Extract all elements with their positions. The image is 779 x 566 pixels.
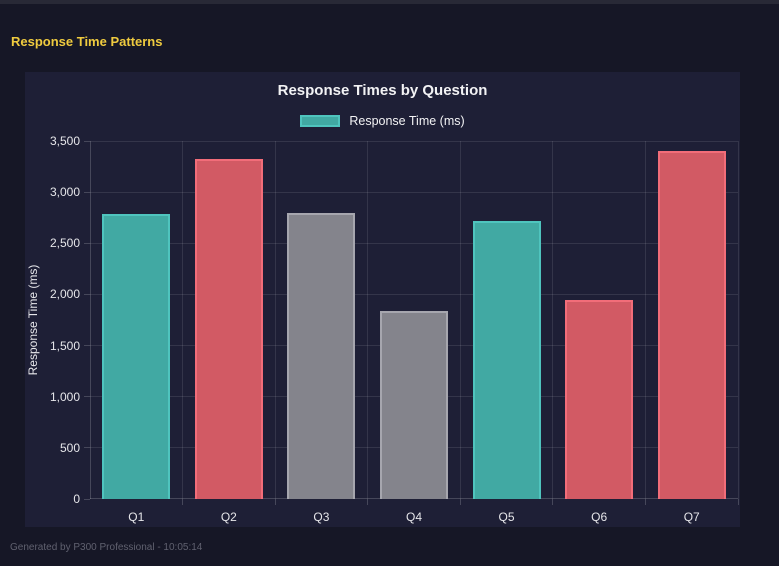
x-tick-mark <box>552 499 554 505</box>
bar-q3[interactable] <box>287 212 356 499</box>
x-tick-label-q6: Q6 <box>591 510 608 524</box>
x-tick-mark <box>367 499 369 505</box>
bar-q2[interactable] <box>194 159 263 499</box>
x-tick-mark <box>459 499 461 505</box>
bar-q5[interactable] <box>472 220 541 499</box>
footer-text: Generated by P300 Professional - 10:05:1… <box>10 542 203 553</box>
y-tick-label: 2,000 <box>49 287 80 302</box>
x-tick-label-q4: Q4 <box>405 510 422 524</box>
bar-q1[interactable] <box>102 213 171 499</box>
bar-q6[interactable] <box>565 299 634 499</box>
x-tick-mark <box>644 499 646 505</box>
gridline-horizontal <box>90 293 738 295</box>
y-tick-label: 1,000 <box>49 389 80 404</box>
y-tick-mark <box>84 498 90 500</box>
gridline-horizontal <box>90 242 738 244</box>
y-axis-title: Response Time (ms) <box>26 264 40 376</box>
y-tick-label: 1,500 <box>49 338 80 353</box>
chart-panel: Response Times by Question Response Time… <box>25 72 740 527</box>
gridline-vertical <box>182 141 184 499</box>
y-tick-mark <box>84 242 90 244</box>
y-tick-label: 3,000 <box>49 185 80 200</box>
x-tick-label-q3: Q3 <box>313 510 330 524</box>
x-tick-label-q1: Q1 <box>128 510 145 524</box>
bar-q4[interactable] <box>380 310 448 499</box>
y-axis-line <box>90 141 91 499</box>
y-tick-mark <box>84 293 90 295</box>
page-title: Response Time Patterns <box>11 34 163 49</box>
x-tick-label-q5: Q5 <box>498 510 515 524</box>
y-tick-mark <box>84 191 90 193</box>
x-tick-label-q2: Q2 <box>220 510 237 524</box>
y-tick-mark <box>84 396 90 398</box>
gridline-vertical <box>644 141 646 499</box>
gridline-vertical <box>274 141 276 499</box>
y-tick-mark <box>84 447 90 449</box>
plot-area <box>90 140 739 499</box>
legend-label: Response Time (ms) <box>349 114 465 128</box>
x-tick-mark <box>182 499 184 505</box>
y-tick-label: 3,500 <box>49 134 80 148</box>
legend-swatch-icon <box>300 115 341 127</box>
top-strip <box>0 0 779 4</box>
gridline-horizontal <box>90 140 738 142</box>
y-tick-mark <box>84 140 90 142</box>
y-tick-label: 500 <box>59 440 80 455</box>
bar-q7[interactable] <box>657 151 726 499</box>
gridline-vertical <box>367 141 369 499</box>
legend-item-response-time[interactable]: Response Time (ms) <box>25 114 740 128</box>
y-tick-label: 2,500 <box>49 236 80 251</box>
gridline-vertical <box>459 141 461 499</box>
y-tick-mark <box>84 345 90 347</box>
y-tick-label: 0 <box>73 492 80 506</box>
gridline-vertical <box>552 141 554 499</box>
chart-title: Response Times by Question <box>277 82 488 99</box>
gridline-horizontal <box>90 191 738 193</box>
x-tick-label-q7: Q7 <box>683 510 700 524</box>
x-tick-mark <box>274 499 276 505</box>
gridline-vertical <box>737 141 739 499</box>
x-tick-mark <box>737 499 739 505</box>
